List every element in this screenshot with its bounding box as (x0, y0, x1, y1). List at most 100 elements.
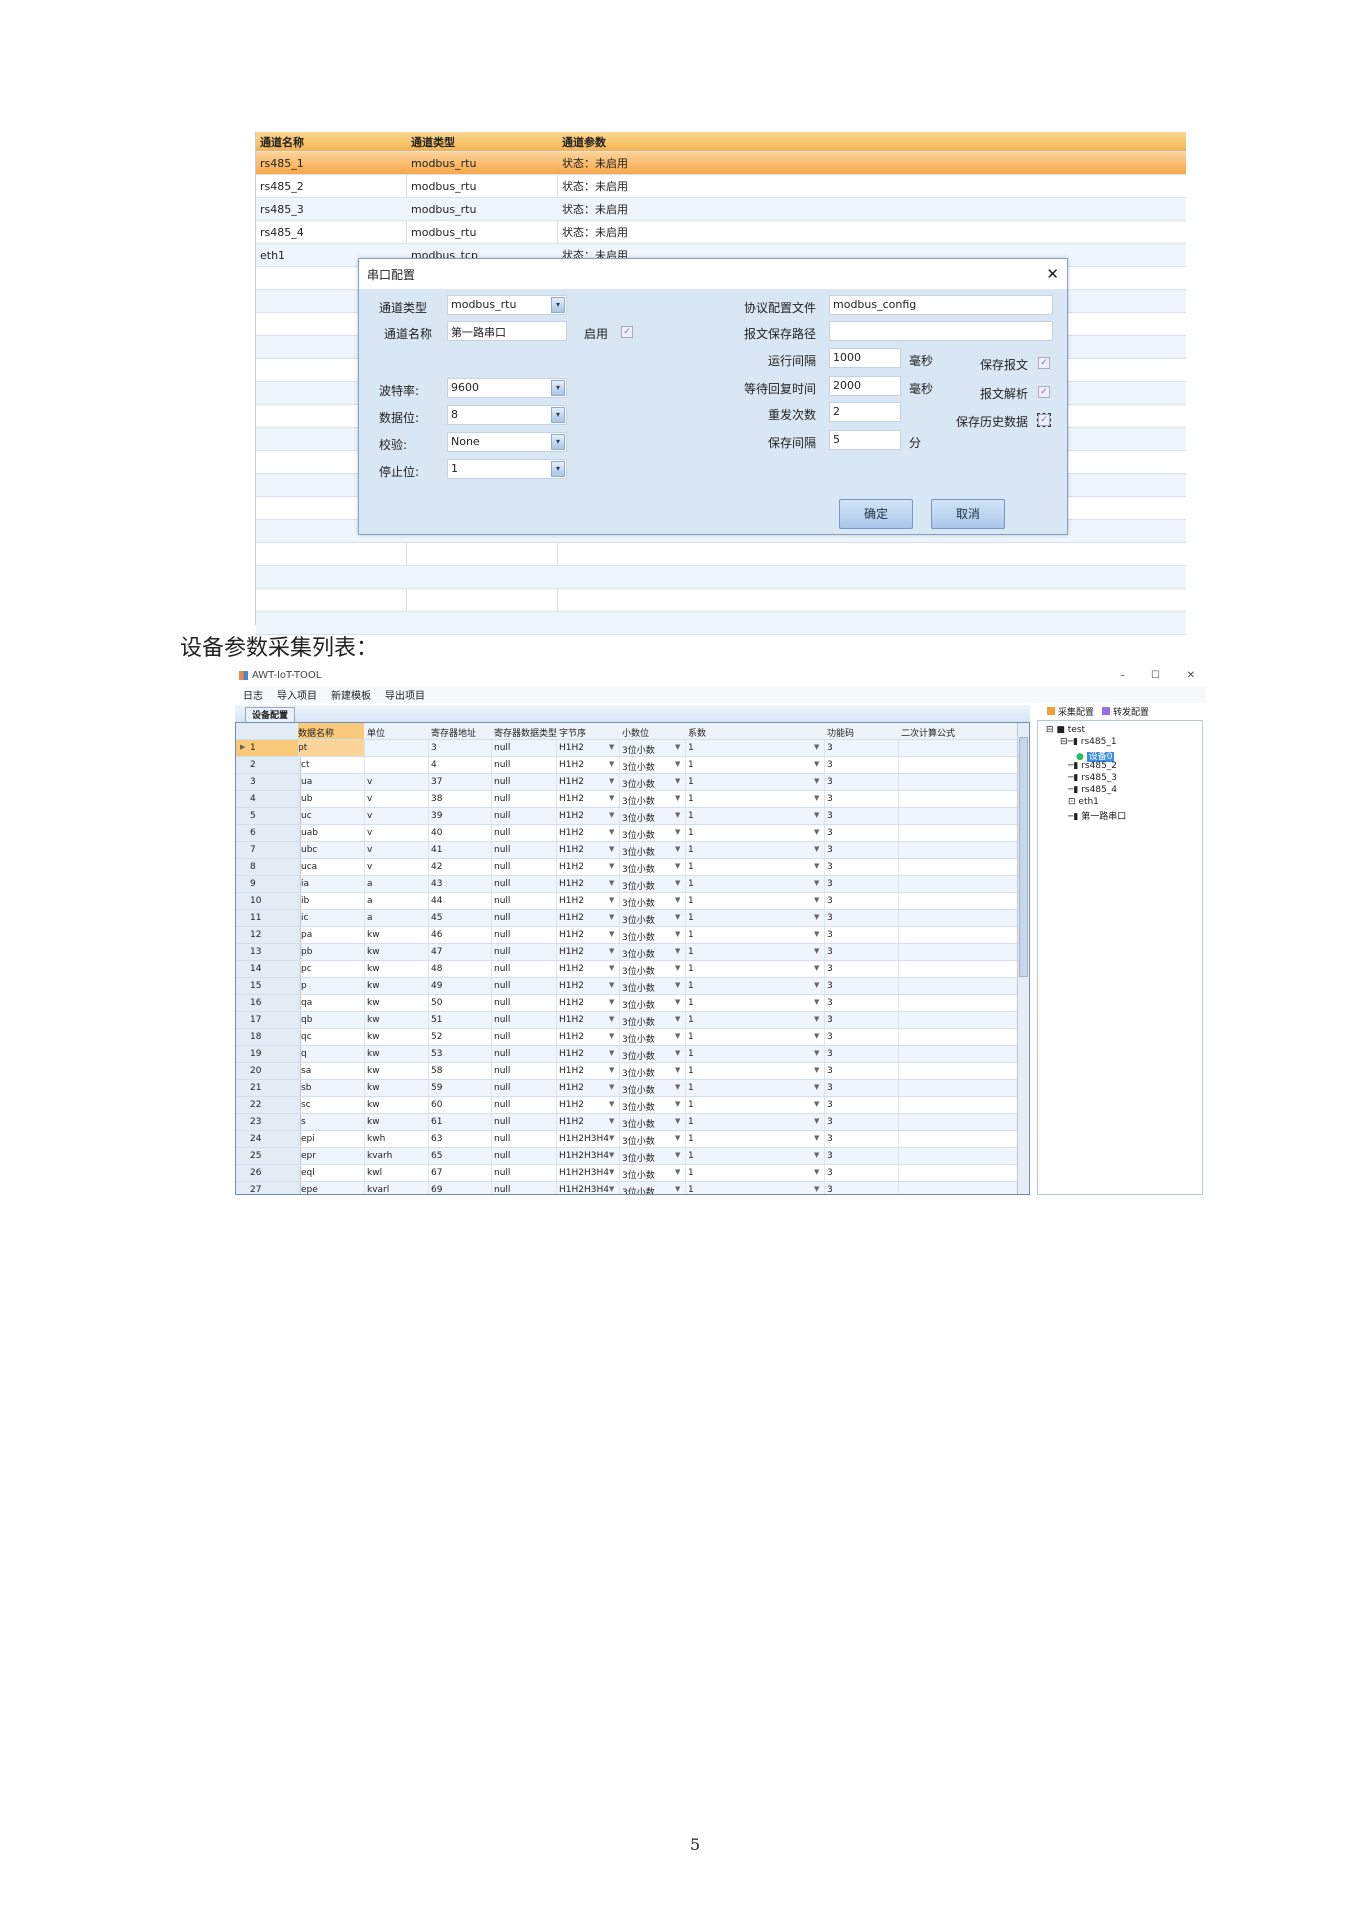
chevron-down-icon[interactable]: ▼ (675, 913, 681, 921)
cell[interactable]: epe (301, 1185, 318, 1195)
cell[interactable]: null (494, 947, 511, 957)
chevron-down-icon[interactable]: ▼ (814, 1117, 820, 1125)
cell[interactable]: 1 (688, 1032, 694, 1042)
chevron-down-icon[interactable]: ▼ (609, 947, 615, 955)
table-row[interactable]: 18 qc kw 52 null H1H2 3位小数 1 3 ▼ ▼ ▼ (236, 1029, 1029, 1046)
chevron-down-icon[interactable]: ▼ (675, 811, 681, 819)
chevron-down-icon[interactable]: ▼ (609, 930, 615, 938)
cell[interactable]: sa (301, 1066, 312, 1076)
databits-select[interactable]: 8 ▾ (447, 405, 567, 425)
chevron-down-icon[interactable]: ▼ (814, 1015, 820, 1023)
cell[interactable]: 1 (688, 1049, 694, 1059)
tree-node-device[interactable]: ● 设备0 (1076, 752, 1115, 762)
chevron-down-icon[interactable]: ▼ (675, 1134, 681, 1142)
chevron-down-icon[interactable]: ▾ (551, 297, 565, 313)
tree-node[interactable]: ⊡ eth1 (1068, 797, 1099, 807)
cell[interactable]: H1H2 (559, 1117, 584, 1127)
cell[interactable]: kw (367, 1049, 380, 1059)
chevron-down-icon[interactable]: ▼ (675, 1083, 681, 1091)
cell[interactable]: 39 (431, 811, 443, 821)
cell[interactable]: 1 (688, 913, 694, 923)
cell[interactable]: 1 (688, 845, 694, 855)
cell[interactable]: 3 (827, 1151, 833, 1161)
chevron-down-icon[interactable]: ▼ (609, 1117, 615, 1125)
cell[interactable]: null (494, 1117, 511, 1127)
cell[interactable]: 3 (827, 777, 833, 787)
table-row[interactable]: 20 sa kw 58 null H1H2 3位小数 1 3 ▼ ▼ ▼ (236, 1063, 1029, 1080)
cell[interactable]: 3位小数 (622, 1018, 655, 1028)
cell[interactable]: H1H2 (559, 1100, 584, 1110)
cell[interactable]: kw (367, 998, 380, 1008)
chevron-down-icon[interactable]: ▾ (551, 407, 565, 423)
cell[interactable]: null (494, 743, 511, 753)
save-history-checkbox[interactable]: ✓ (1037, 413, 1051, 427)
chevron-down-icon[interactable]: ▼ (609, 1083, 615, 1091)
cell[interactable]: 3位小数 (622, 1001, 655, 1011)
chevron-down-icon[interactable]: ▼ (675, 896, 681, 904)
chevron-down-icon[interactable]: ▼ (814, 1032, 820, 1040)
cell[interactable]: pb (301, 947, 313, 957)
table-row[interactable]: 21 sb kw 59 null H1H2 3位小数 1 3 ▼ ▼ ▼ (236, 1080, 1029, 1097)
cell[interactable]: 3位小数 (622, 1052, 655, 1062)
cell[interactable]: pc (301, 964, 312, 974)
cell[interactable]: 3 (827, 930, 833, 940)
chevron-down-icon[interactable]: ▼ (814, 981, 820, 989)
column-header[interactable]: 单位 (367, 729, 386, 739)
cell[interactable]: 40 (431, 828, 443, 838)
channel-row[interactable] (256, 589, 1186, 612)
cell[interactable]: 67 (431, 1168, 443, 1178)
cell[interactable]: null (494, 1185, 511, 1195)
cell[interactable]: H1H2H3H4 (559, 1151, 609, 1161)
cell[interactable]: 3 (827, 947, 833, 957)
chevron-down-icon[interactable]: ▾ (551, 461, 565, 477)
chevron-down-icon[interactable]: ▼ (609, 811, 615, 819)
cell[interactable]: 1 (688, 743, 694, 753)
cell[interactable]: 3位小数 (622, 967, 655, 977)
parity-select[interactable]: None ▾ (447, 432, 567, 452)
tree-node[interactable]: ─▮ 第一路串口 (1068, 812, 1127, 822)
chevron-down-icon[interactable]: ▼ (814, 811, 820, 819)
cell[interactable]: null (494, 1066, 511, 1076)
cell[interactable]: 1 (688, 828, 694, 838)
cancel-button[interactable]: 取消 (931, 499, 1005, 529)
cell[interactable]: 3 (827, 828, 833, 838)
cell[interactable]: qa (301, 998, 313, 1008)
chevron-down-icon[interactable]: ▼ (675, 964, 681, 972)
cell[interactable]: H1H2 (559, 1032, 584, 1042)
cell[interactable]: 3位小数 (622, 865, 655, 875)
chevron-down-icon[interactable]: ▾ (551, 434, 565, 450)
table-row[interactable]: 3 ua v 37 null H1H2 3位小数 1 3 ▼ ▼ ▼ (236, 774, 1029, 791)
chevron-down-icon[interactable]: ▼ (814, 777, 820, 785)
cell[interactable]: 3 (827, 1066, 833, 1076)
cell[interactable]: kw (367, 1015, 380, 1025)
cell[interactable]: H1H2 (559, 845, 584, 855)
cell[interactable]: null (494, 998, 511, 1008)
cell[interactable]: 65 (431, 1151, 443, 1161)
column-header[interactable]: 系数 (688, 729, 707, 739)
table-row[interactable]: 1 ▶ pt 3 null H1H2 3位小数 1 3 ▼ ▼ ▼ (236, 740, 1029, 757)
cell[interactable]: 3位小数 (622, 933, 655, 943)
chevron-down-icon[interactable]: ▼ (814, 1100, 820, 1108)
cell[interactable]: null (494, 879, 511, 889)
maximize-button[interactable]: ☐ (1151, 669, 1160, 681)
column-header[interactable]: 功能码 (827, 729, 855, 739)
chevron-down-icon[interactable]: ▼ (814, 896, 820, 904)
cell[interactable]: null (494, 760, 511, 770)
column-header[interactable]: 寄存器地址 (431, 729, 477, 739)
cell[interactable]: ua (301, 777, 313, 787)
tab-device-config[interactable]: 设备配置 (245, 707, 295, 722)
table-row[interactable]: 17 qb kw 51 null H1H2 3位小数 1 3 ▼ ▼ ▼ (236, 1012, 1029, 1029)
chevron-down-icon[interactable]: ▼ (814, 998, 820, 1006)
chevron-down-icon[interactable]: ▼ (609, 1049, 615, 1057)
table-row[interactable]: 24 epi kwh 63 null H1H2H3H4 3位小数 1 3 ▼ ▼ ▼ (236, 1131, 1029, 1148)
cell[interactable]: 37 (431, 777, 443, 787)
menu-import[interactable]: 导入项目 (277, 691, 317, 702)
cell[interactable]: H1H2H3H4 (559, 1168, 609, 1178)
cell[interactable]: 59 (431, 1083, 443, 1093)
chevron-down-icon[interactable]: ▼ (675, 1049, 681, 1057)
chevron-down-icon[interactable]: ▼ (609, 794, 615, 802)
cell[interactable]: 43 (431, 879, 443, 889)
chevron-down-icon[interactable]: ▼ (609, 1032, 615, 1040)
chevron-down-icon[interactable]: ▼ (609, 845, 615, 853)
table-row[interactable]: 26 eql kwl 67 null H1H2H3H4 3位小数 1 3 ▼ ▼ ▼ (236, 1165, 1029, 1182)
